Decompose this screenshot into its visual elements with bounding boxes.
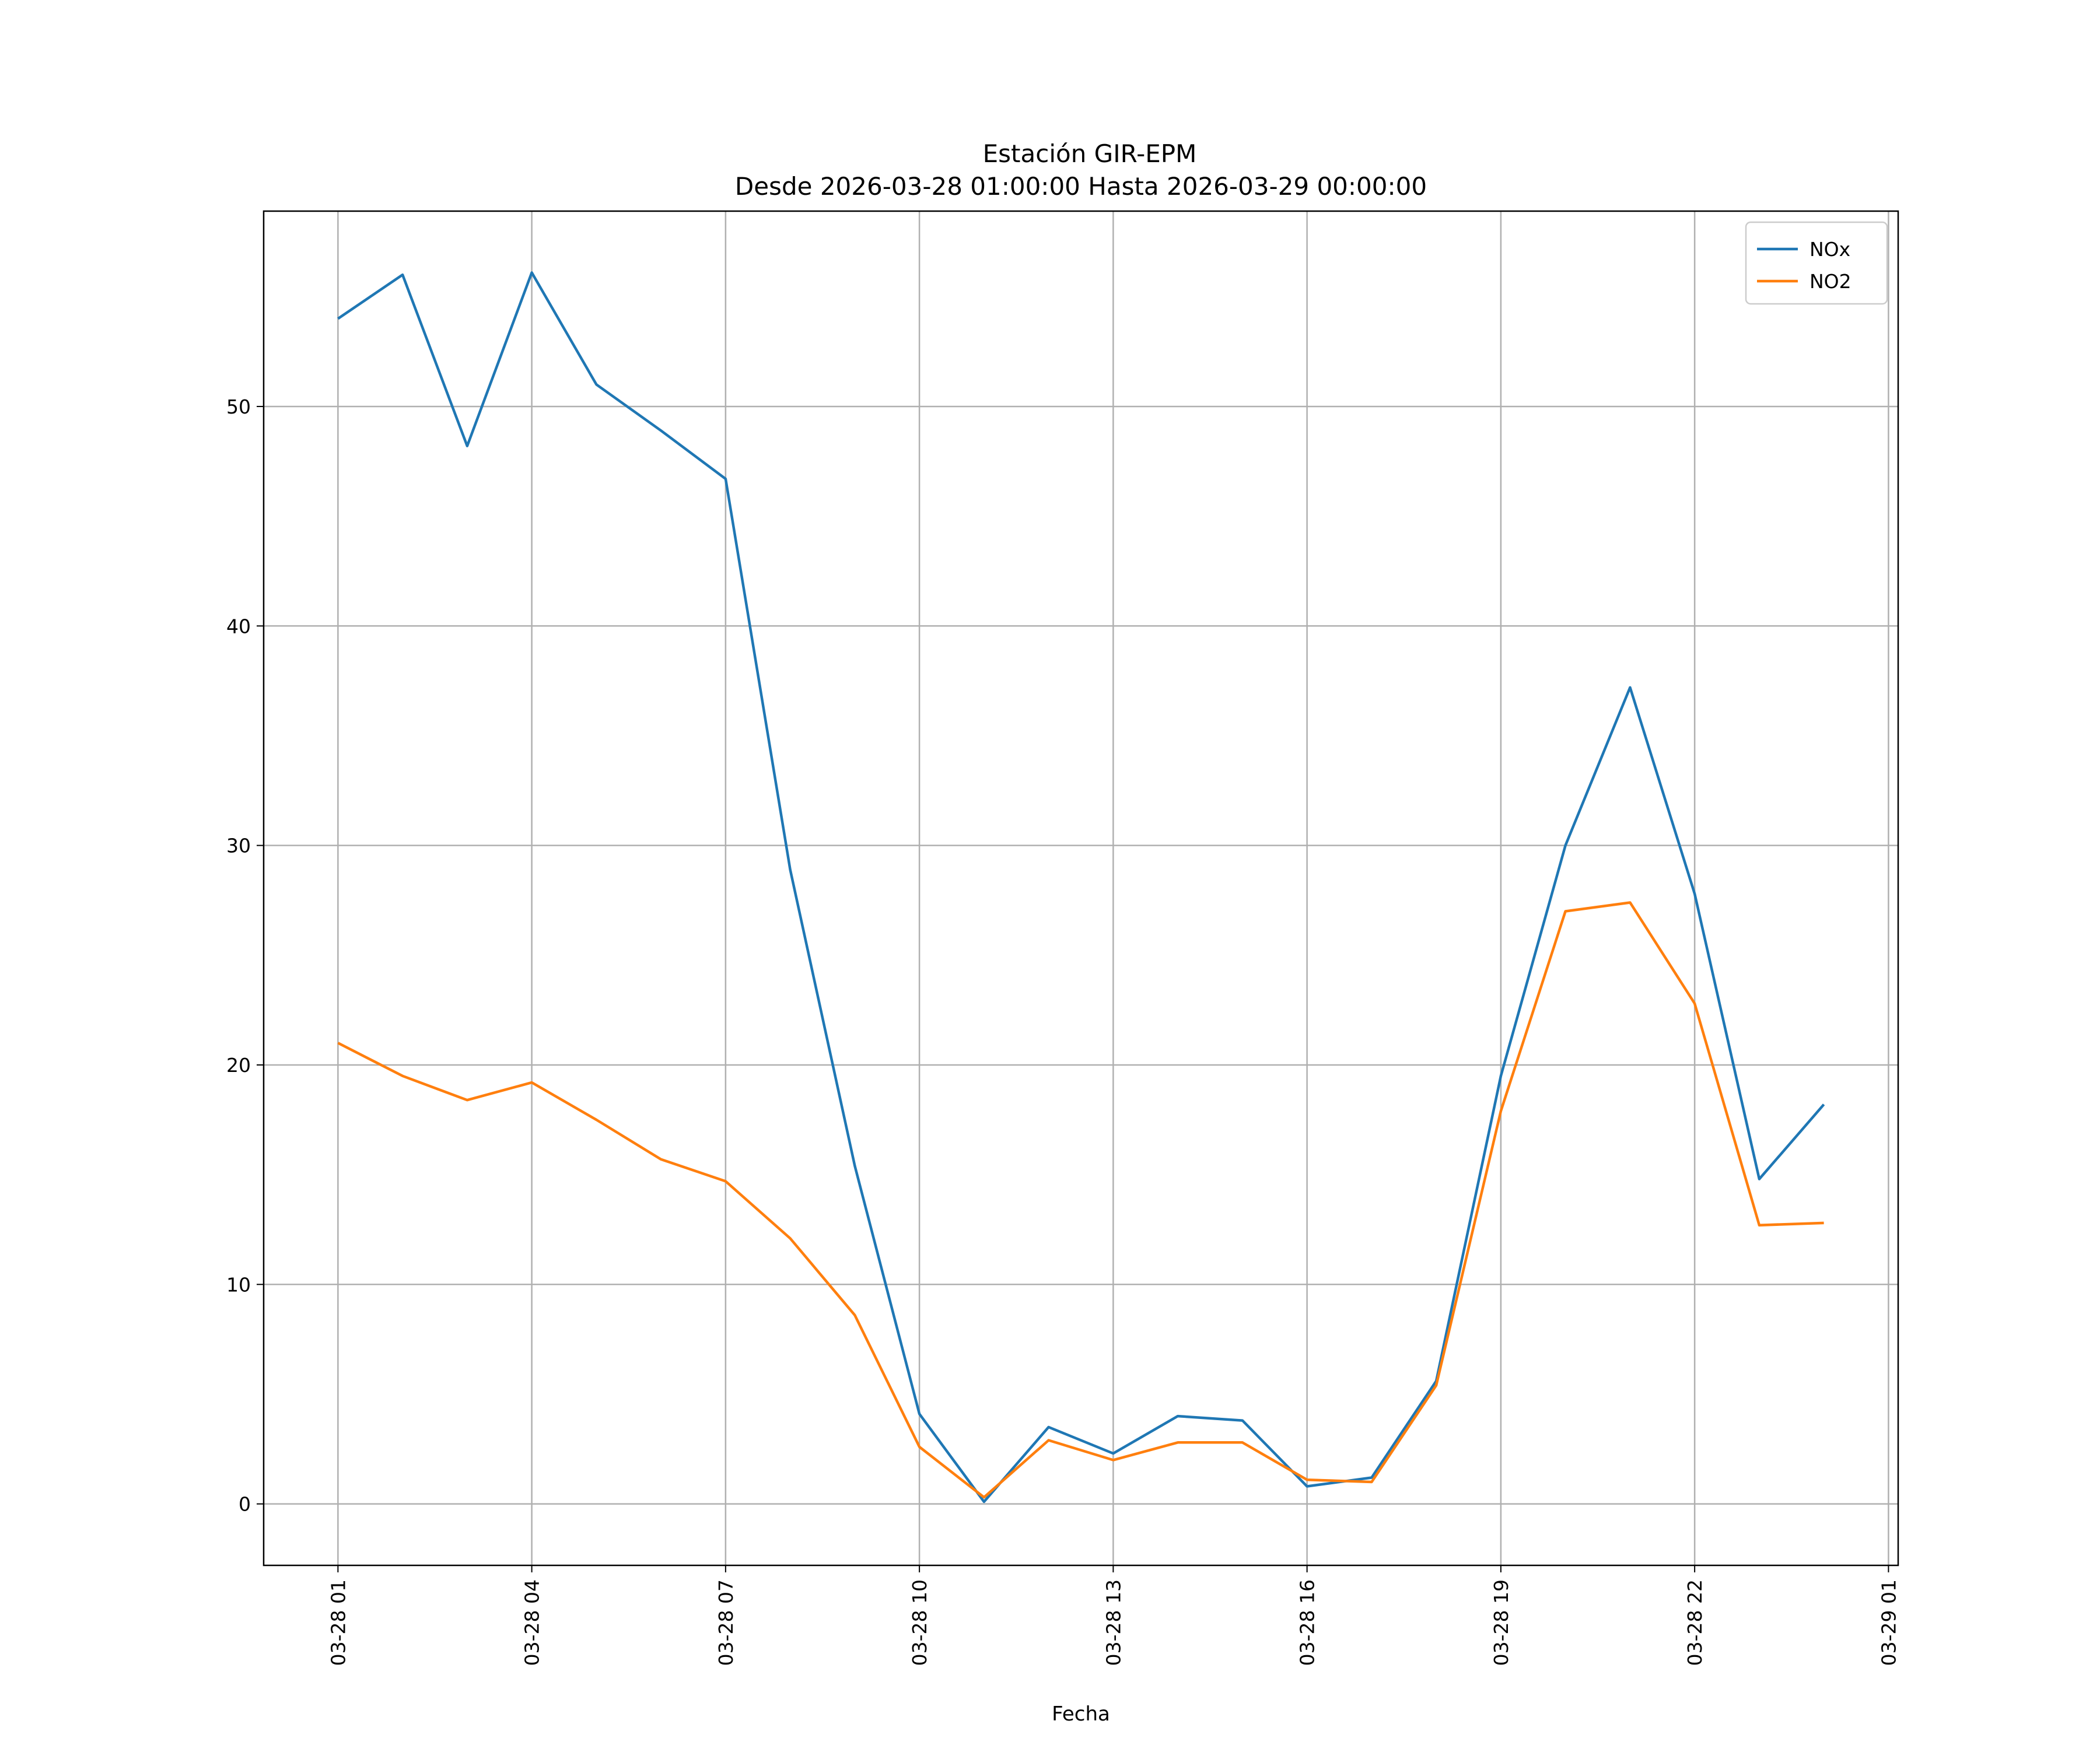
y-tick-label: 20	[226, 1054, 251, 1077]
x-axis-label: Fecha	[1052, 1702, 1110, 1726]
plot-frame	[262, 210, 1899, 1567]
series-lines	[337, 271, 1825, 1504]
legend-label-no2: NO2	[1810, 270, 1852, 293]
x-tick-label: 03-28 13	[1102, 1579, 1125, 1666]
x-tick-label: 03-28 19	[1490, 1579, 1513, 1666]
x-tick-label: 03-28 16	[1296, 1579, 1319, 1666]
x-tick-label: 03-28 10	[908, 1579, 931, 1666]
y-tick-label: 0	[239, 1493, 251, 1516]
y-tick-label: 30	[226, 835, 251, 857]
x-tick-label: 03-28 04	[521, 1579, 544, 1666]
y-tick-label: 40	[226, 615, 251, 637]
x-tick-label: 03-28 01	[327, 1579, 349, 1666]
grid	[264, 211, 1898, 1565]
chart-title: Estación GIR-EPM	[983, 139, 1197, 168]
y-tick-label: 10	[226, 1273, 251, 1296]
x-tick-label: 03-28 22	[1684, 1579, 1706, 1666]
x-tick-label: 03-29 01	[1877, 1579, 1900, 1666]
series-line-nox	[337, 271, 1825, 1504]
y-tick-label: 50	[226, 395, 251, 418]
x-tick-label: 03-28 07	[715, 1579, 737, 1666]
chart-subtitle: Desde 2026-03-28 01:00:00 Hasta 2026-03-…	[735, 172, 1427, 201]
legend: NOx NO2	[1745, 221, 1888, 305]
series-line-no2	[337, 901, 1824, 1499]
axis-ticks: 0 10 20 30 40 50 03-28 01 03-28 04 03-28 07 03-28…	[226, 395, 1900, 1666]
legend-label-nox: NOx	[1810, 238, 1850, 261]
